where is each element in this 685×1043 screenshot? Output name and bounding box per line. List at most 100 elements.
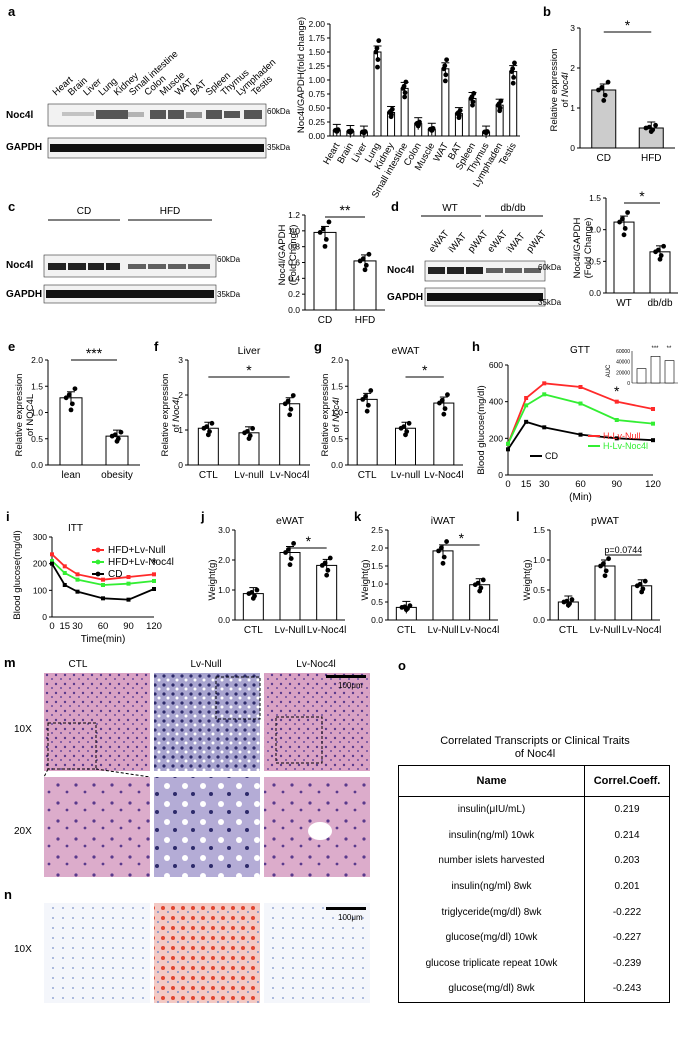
panel-g-chart: g Relative expressionof Noc4l 0.0 0.5 1.0 1…: [314, 339, 464, 481]
data-point: [620, 216, 625, 222]
significance-label: *: [459, 530, 465, 546]
y-tick-label: 1: [570, 103, 575, 113]
y-tick-label: 1.2: [288, 210, 300, 220]
y-tick-label: 2.0: [371, 543, 383, 553]
y-tick-label: 100: [33, 585, 47, 595]
series-point: [152, 572, 156, 577]
table-row: glucose triplicate repeat 10wk -0.239: [398, 950, 670, 977]
x-tick-label: 15: [59, 621, 70, 632]
x-tick-label: Lv-Null: [427, 625, 458, 636]
y-tick-label: 1.75: [308, 33, 325, 43]
x-axis-label: (Min): [569, 492, 592, 503]
data-point: [205, 432, 211, 438]
series-line: [51, 553, 155, 581]
legend-marker: [95, 571, 101, 577]
data-point: [401, 83, 407, 89]
data-point: [366, 251, 372, 257]
data-point: [442, 63, 448, 69]
series-point: [506, 441, 510, 446]
x-tick-label: 0: [505, 479, 510, 490]
chart-title: ITT: [68, 523, 83, 534]
y-tick-label: 0.0: [533, 615, 545, 625]
blot-d-lane-label: eWAT: [485, 228, 510, 255]
y-tick-label: 0.5: [371, 597, 383, 607]
data-point: [249, 590, 255, 595]
y-tick-label: 1.00: [308, 75, 325, 85]
x-tick-label: lean: [62, 470, 81, 481]
y-tick-label: 200: [33, 559, 47, 569]
series-line: [507, 420, 654, 450]
data-point: [407, 603, 413, 609]
data-point: [417, 119, 422, 125]
inset-bar: [664, 360, 675, 384]
data-point: [436, 548, 441, 554]
data-point: [642, 578, 648, 584]
data-point: [480, 577, 486, 583]
series-point: [651, 421, 655, 426]
blot-d-kda1: 60kDa: [538, 263, 562, 272]
series-point: [75, 572, 80, 577]
panel-label-j: j: [200, 509, 205, 524]
series-point: [506, 447, 510, 452]
x-tick-label: CTL: [244, 625, 263, 636]
panel-label-d: d: [391, 199, 399, 214]
correlation-table: Name Correl.Coeff. insulin(μIU/mL) 0.219 i…: [398, 765, 670, 1003]
x-tick-label: Lv-Noc4l: [307, 625, 346, 636]
data-point: [456, 115, 462, 121]
histology-col-lvnull: Lv-Null: [190, 659, 221, 670]
data-point: [601, 561, 606, 566]
y-tick-label: 1.0: [371, 579, 383, 589]
blot-a-kda1: 60kDa: [267, 107, 291, 116]
x-tick-label: 60: [575, 479, 586, 490]
data-point: [599, 84, 605, 90]
trait-name: triglyceride(mg/dl) 8wk: [398, 899, 585, 925]
y-tick-label: 0.5: [589, 256, 601, 266]
data-point: [373, 49, 379, 55]
series-point: [524, 396, 529, 400]
data-point: [510, 66, 516, 72]
x-tick-label: Lv-Noc4l: [270, 470, 309, 481]
chart-c-ylabel: Noc4l/GAPDH(Fold Change): [277, 225, 299, 286]
table-row: glucose(mg/dl) 10wk -0.227: [398, 924, 670, 951]
panel-label-f: f: [154, 339, 159, 354]
chart-k-ylabel: Weight(g): [360, 559, 371, 600]
chart-c: 0.0 0.2 0.4 0.6 0.8 1.0 1.2 CD HFD **: [288, 202, 385, 326]
series-point: [542, 381, 547, 386]
y-tick-label: 0: [498, 470, 503, 480]
trait-name: insulin(μIU/mL): [398, 796, 585, 823]
x-tick-label: CTL: [559, 625, 578, 636]
data-point: [565, 602, 571, 608]
zoom-box-ctl: [47, 722, 97, 770]
y-tick-label: 0.5: [31, 434, 43, 444]
data-point: [287, 412, 293, 418]
col-name: Name: [398, 765, 585, 797]
panel-j-chart: j Weight(g) 0.0 1.0 2.0 3.0 CTL Lv-Null Lv-Noc…: [200, 509, 346, 636]
y-tick-label: 1.0: [218, 585, 230, 595]
he-10x-lvnull: [154, 673, 260, 771]
chart-g: 0.0 0.5 1.0 1.5 2.0 CTL Lv-null Lv-Noc4l eWAT*: [331, 345, 463, 481]
y-tick-label: 2.0: [331, 355, 343, 365]
chart-l: 0.0 0.5 1.0 1.5 CTL Lv-Null Lv-Noc4l pWAT p=0.07…: [533, 515, 661, 636]
data-point: [441, 554, 447, 560]
panel-label-l: l: [516, 509, 520, 524]
x-tick-label: db/db: [647, 298, 672, 309]
chart-title: eWAT: [276, 515, 305, 527]
data-point: [114, 438, 120, 444]
inset-ylabel: AUC: [606, 364, 612, 377]
y-tick-label: 0.0: [218, 615, 230, 625]
data-point: [602, 92, 608, 98]
histology-col-lvnoc4l: Lv-Noc4l: [296, 659, 335, 670]
data-point: [362, 267, 368, 273]
x-tick-label: 120: [645, 479, 661, 490]
oro-lvnull: [154, 903, 260, 1003]
data-point: [658, 253, 664, 258]
x-tick-label: 90: [611, 479, 622, 490]
series-point: [578, 401, 583, 406]
data-point: [625, 210, 630, 215]
inset-tick-label: 0: [627, 381, 630, 387]
data-point: [68, 407, 74, 413]
y-tick-label: 3: [178, 355, 183, 365]
chart-j-ylabel: Weight(g): [207, 559, 218, 600]
series-point: [101, 583, 105, 587]
